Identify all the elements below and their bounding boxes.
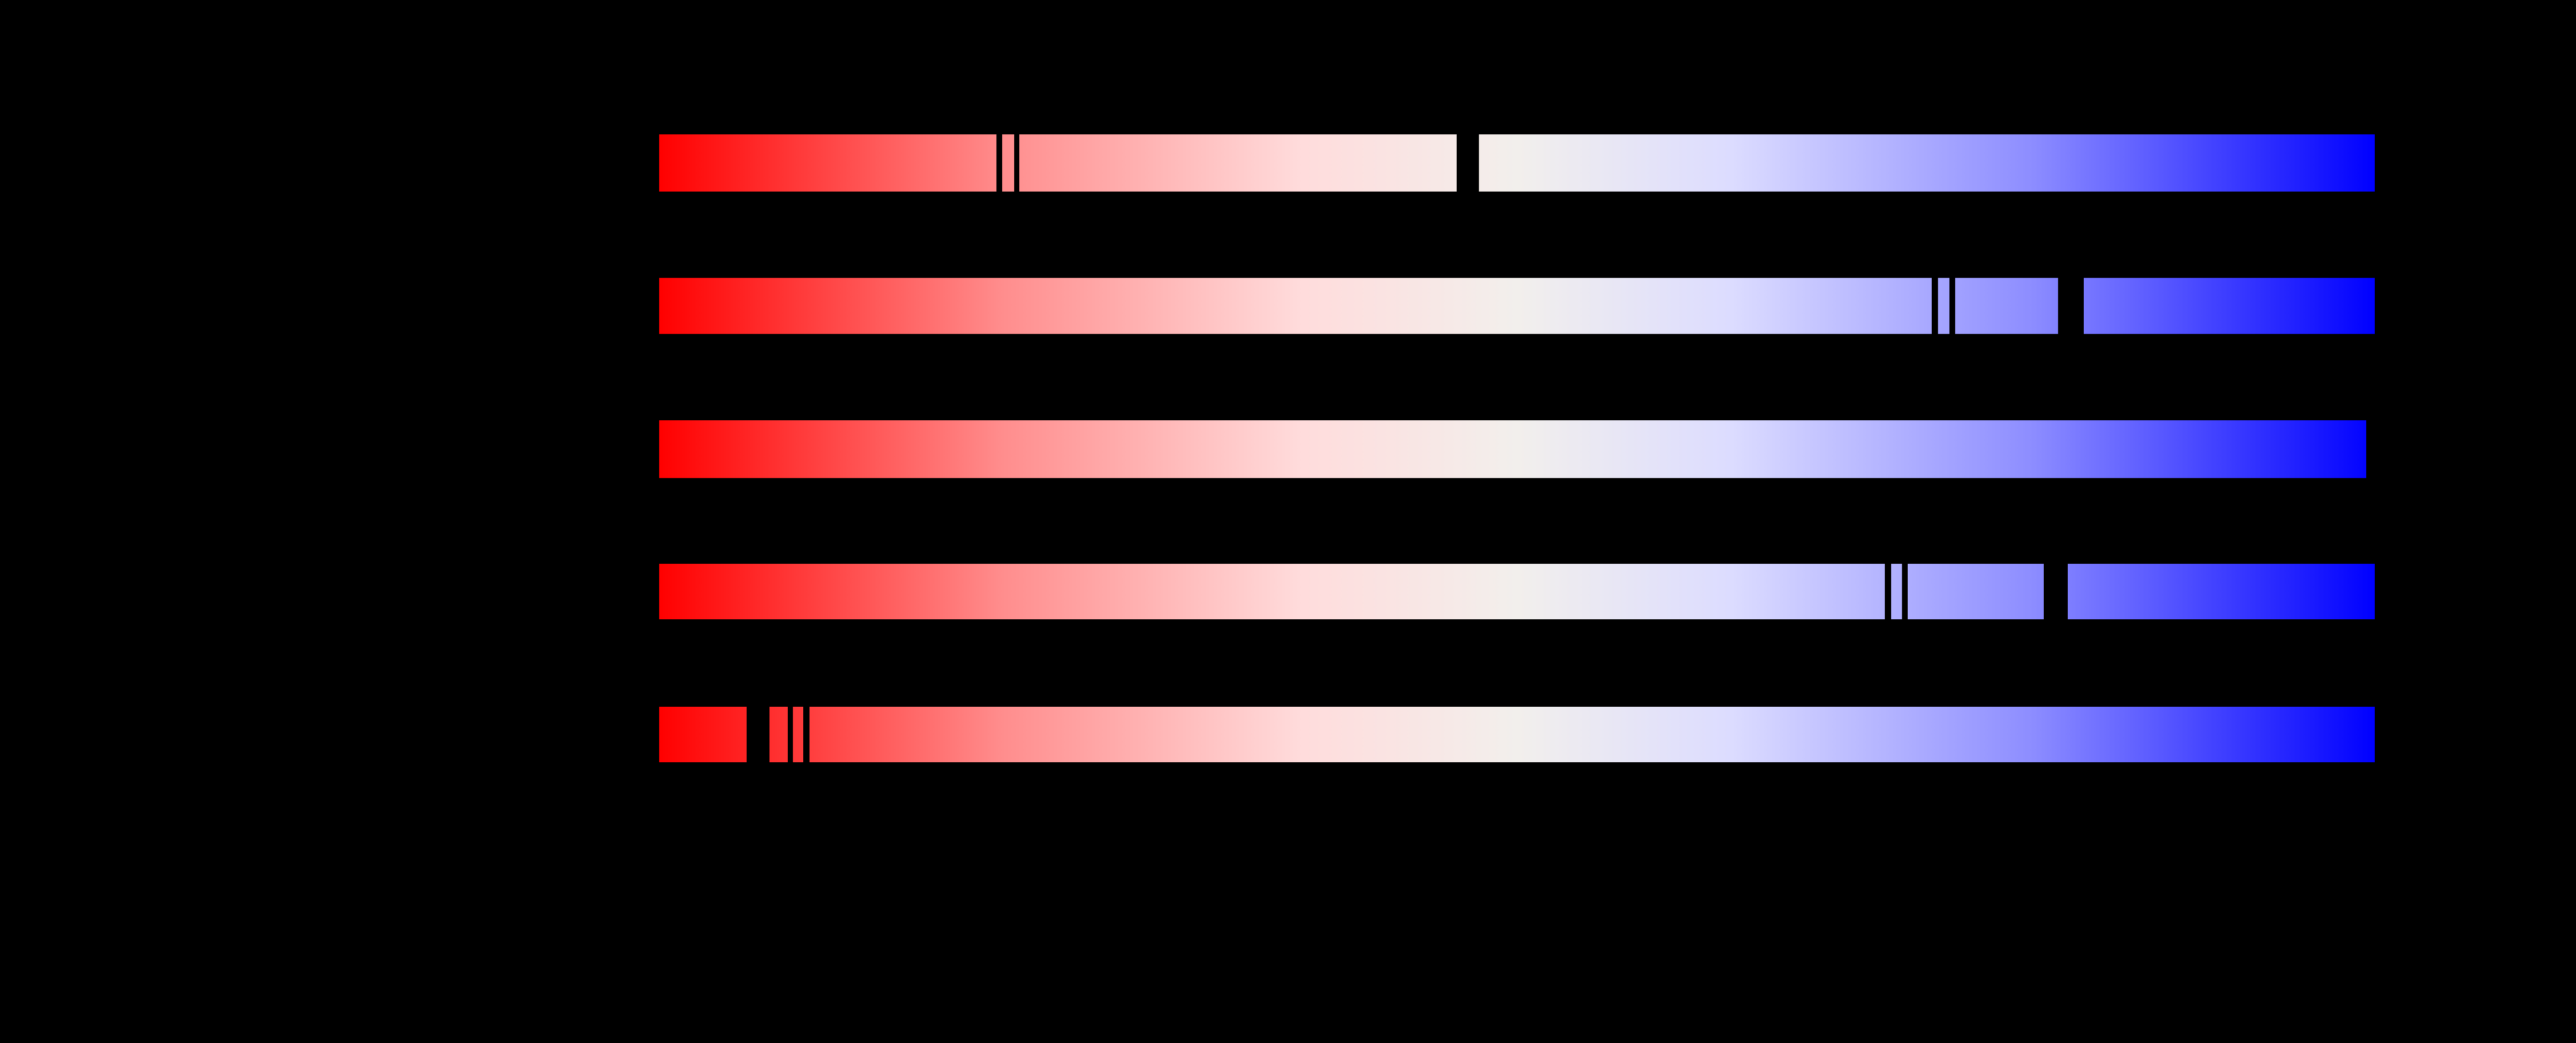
marker-thin bbox=[788, 707, 793, 762]
marker-thin bbox=[1885, 564, 1891, 619]
gradient-bar-5 bbox=[659, 707, 2375, 762]
marker-thin bbox=[1932, 278, 1938, 334]
gradient-bar-3 bbox=[659, 420, 2366, 478]
marker-thin bbox=[1014, 134, 1019, 192]
marker-thin bbox=[996, 134, 1002, 192]
gradient-bar-2 bbox=[659, 278, 2375, 334]
marker-thin bbox=[1949, 278, 1955, 334]
marker-thin bbox=[1902, 564, 1908, 619]
marker-thick bbox=[747, 707, 769, 762]
gradient-bar-1 bbox=[659, 134, 2375, 192]
gradient-bar-4 bbox=[659, 564, 2375, 619]
marker-thick bbox=[1457, 134, 1479, 192]
marker-thick bbox=[2044, 564, 2068, 619]
marker-thin bbox=[803, 707, 810, 762]
marker-thick bbox=[2058, 278, 2084, 334]
